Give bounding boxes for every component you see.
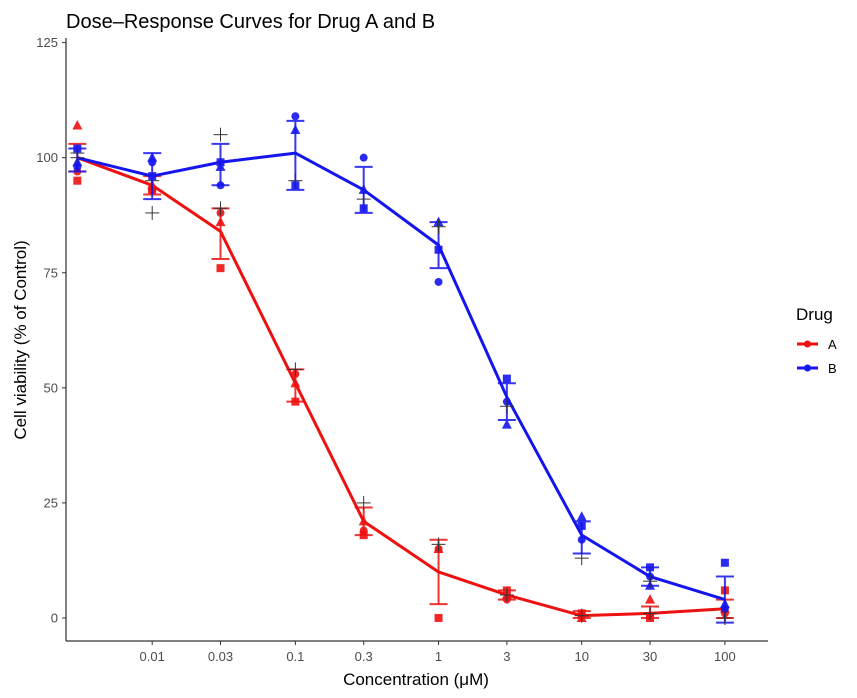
series-a-point-triangle [358, 515, 369, 526]
series-a-point-triangle [290, 377, 301, 388]
series-a-point-triangle [645, 594, 656, 604]
series-a-point-plus [288, 362, 303, 377]
series-a [68, 119, 734, 625]
y-tick-label: 75 [44, 265, 58, 280]
series-a-point-plus [213, 201, 228, 216]
series-a-point-square [434, 613, 443, 622]
x-tick-label: 30 [643, 649, 657, 664]
y-tick-label: 50 [44, 380, 58, 395]
series-b-point-square [359, 204, 368, 213]
series-b-point-plus [70, 150, 85, 165]
x-tick-label: 0.01 [140, 649, 165, 664]
series-b-point-square [502, 374, 511, 383]
legend-key-a-dot [804, 340, 811, 348]
x-tick-label: 0.1 [286, 649, 304, 664]
x-tick-label: 0.03 [208, 649, 233, 664]
series-b-point-circle [216, 181, 225, 190]
y-axis-ticks: 0 25 50 75 100 125 [36, 35, 66, 625]
series-a-point-plus [643, 606, 658, 621]
series-b-point-triangle [576, 511, 587, 521]
series-a-point-triangle [72, 119, 83, 130]
series-b-point-square [577, 521, 586, 530]
series-a-point-plus [431, 537, 446, 552]
x-tick-label: 1 [435, 649, 442, 664]
series-a-point-plus [499, 587, 514, 602]
series-b-point-plus [499, 399, 514, 414]
legend-item-a: A [797, 337, 837, 352]
series-b-point-triangle [719, 598, 730, 609]
series-b-point-triangle [215, 161, 226, 171]
series-b [68, 112, 734, 625]
y-tick-label: 100 [36, 150, 58, 165]
series-b-point-plus [717, 610, 732, 625]
x-tick-label: 0.3 [355, 649, 373, 664]
series-b-point-triangle [290, 124, 301, 135]
series-a-point-square [73, 176, 82, 185]
series-a-point-plus [574, 608, 589, 623]
legend-label-a: A [828, 337, 837, 352]
legend: Drug A B [796, 305, 837, 376]
x-axis-label: Concentration (μM) [343, 670, 489, 689]
series-a-point-plus [356, 495, 371, 510]
plot-area: 0 25 50 75 100 125 0.01 0.03 0.1 0.3 1 3 10 30 100 [36, 35, 768, 664]
series-b-point-plus [356, 192, 371, 207]
y-tick-label: 25 [44, 495, 58, 510]
series-b-point-circle [577, 535, 586, 544]
series-layer [68, 112, 734, 625]
chart-title: Dose–Response Curves for Drug A and B [66, 11, 435, 33]
series-b-point-square [720, 558, 729, 567]
series-b-point-circle [291, 112, 300, 121]
series-b-point-plus [213, 127, 228, 142]
series-a-point-square [216, 264, 225, 273]
series-b-point-square [434, 245, 443, 254]
series-b-point-triangle [501, 419, 512, 429]
series-b-point-plus [643, 574, 658, 589]
series-b-point-square [148, 172, 157, 181]
legend-title: Drug [796, 305, 833, 324]
series-b-point-plus [145, 205, 160, 220]
x-tick-label: 10 [574, 649, 588, 664]
series-b-point-plus [288, 173, 303, 188]
y-axis-label: Cell viability (% of Control) [11, 240, 30, 439]
series-a-mean-line [76, 156, 725, 618]
series-b-point-square [646, 563, 655, 572]
x-tick-label: 3 [503, 649, 510, 664]
x-tick-label: 100 [714, 649, 736, 664]
series-b-point-plus [431, 219, 446, 234]
legend-key-b-dot [804, 364, 811, 372]
y-tick-label: 125 [36, 35, 58, 50]
legend-label-b: B [828, 361, 837, 376]
y-tick-label: 0 [51, 610, 58, 625]
series-b-point-triangle [358, 184, 369, 194]
series-b-point-plus [574, 551, 589, 566]
series-a-point-circle [359, 526, 368, 535]
series-b-point-circle [359, 153, 368, 162]
series-b-mean-line [76, 151, 726, 602]
x-axis-ticks: 0.01 0.03 0.1 0.3 1 3 10 30 100 [140, 641, 736, 664]
legend-item-b: B [797, 361, 837, 376]
series-b-point-circle [434, 277, 443, 286]
series-b-point-triangle [147, 152, 158, 162]
series-a-point-triangle [215, 216, 226, 227]
series-a-point-square [291, 397, 300, 406]
series-b-point-square [73, 144, 82, 153]
series-a-point-square [359, 531, 368, 540]
